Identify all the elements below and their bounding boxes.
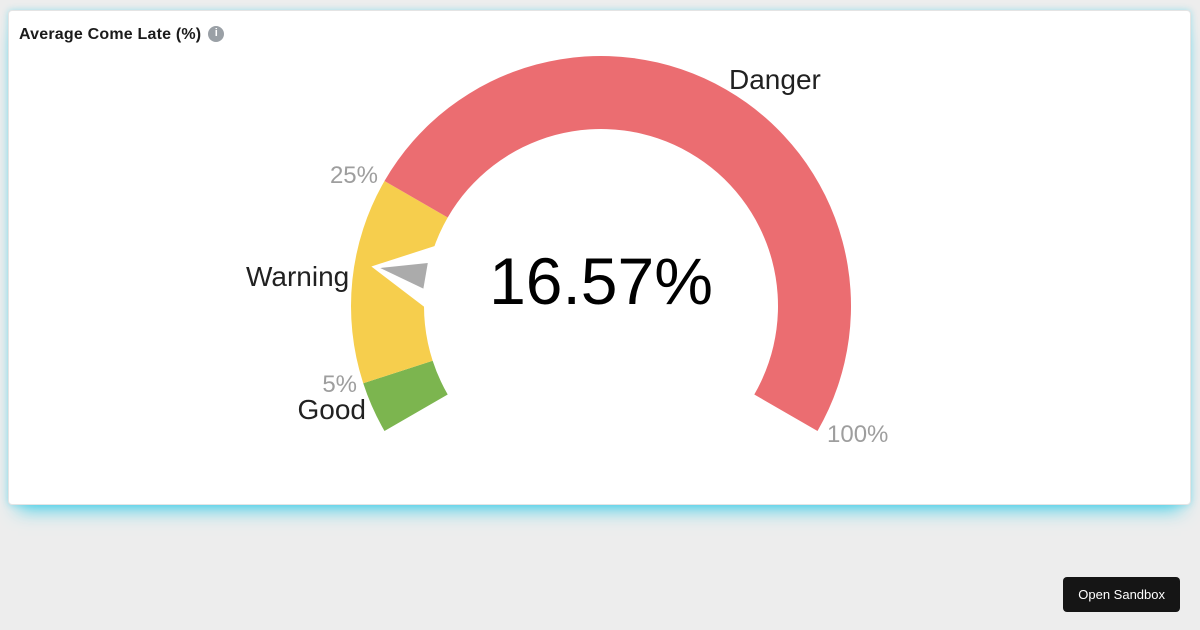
tick-label-25: 25% xyxy=(329,162,378,189)
band-label-good: Good xyxy=(297,394,367,425)
gauge-chart xyxy=(351,55,852,431)
page-title: Average Come Late (%) xyxy=(19,26,202,43)
open-sandbox-button[interactable]: Open Sandbox xyxy=(1063,577,1180,612)
gauge-needle xyxy=(380,262,428,289)
chart-header: Average Come Late (%) i xyxy=(19,24,225,43)
gauge-value: 16.57% xyxy=(489,244,713,318)
info-icon[interactable]: i xyxy=(208,25,225,42)
tick-label-100: 100% xyxy=(827,421,889,448)
band-label-danger: Danger xyxy=(729,64,821,95)
gauge-band-good xyxy=(363,360,448,431)
chart-card: Average Come Late (%) i 16.57% Danger Wa… xyxy=(8,10,1191,505)
gauge-band-danger xyxy=(384,55,852,431)
tick-label-5: 5% xyxy=(322,371,357,398)
band-label-warning: Warning xyxy=(246,261,350,292)
